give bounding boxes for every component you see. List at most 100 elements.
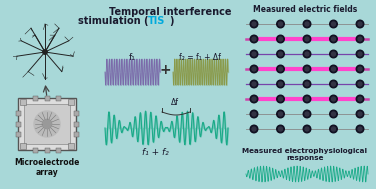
Circle shape: [305, 97, 309, 101]
Circle shape: [305, 37, 309, 41]
Circle shape: [252, 67, 256, 71]
Text: stimulation (: stimulation (: [77, 16, 148, 26]
Circle shape: [252, 82, 256, 86]
Circle shape: [279, 37, 282, 41]
Circle shape: [277, 65, 284, 73]
Circle shape: [277, 95, 284, 103]
Bar: [33, 147, 38, 153]
Circle shape: [356, 80, 364, 88]
Circle shape: [330, 50, 337, 58]
Circle shape: [250, 80, 258, 88]
Circle shape: [358, 97, 362, 101]
Circle shape: [305, 82, 309, 86]
Bar: [56, 147, 61, 153]
Circle shape: [332, 112, 335, 116]
Circle shape: [279, 22, 282, 26]
Circle shape: [277, 20, 284, 28]
Circle shape: [332, 22, 335, 26]
Bar: [68, 99, 74, 105]
Circle shape: [356, 95, 364, 103]
Circle shape: [356, 110, 364, 118]
Circle shape: [330, 35, 337, 43]
Text: +: +: [159, 63, 171, 77]
Circle shape: [305, 22, 309, 26]
Text: f₂ = f₁ + Δf: f₂ = f₁ + Δf: [179, 53, 221, 62]
Circle shape: [303, 80, 311, 88]
Circle shape: [252, 52, 256, 56]
Circle shape: [330, 20, 337, 28]
Circle shape: [332, 37, 335, 41]
Circle shape: [42, 119, 52, 129]
Circle shape: [330, 110, 337, 118]
Bar: [56, 95, 61, 101]
Circle shape: [252, 127, 256, 131]
Circle shape: [358, 67, 362, 71]
Text: Temporal interference: Temporal interference: [109, 7, 231, 17]
Circle shape: [303, 95, 311, 103]
Bar: [44, 147, 50, 153]
Circle shape: [277, 110, 284, 118]
Circle shape: [332, 97, 335, 101]
Circle shape: [252, 37, 256, 41]
Circle shape: [279, 52, 282, 56]
Bar: [24, 104, 70, 144]
Circle shape: [250, 110, 258, 118]
Circle shape: [250, 50, 258, 58]
Circle shape: [330, 80, 337, 88]
Circle shape: [305, 52, 309, 56]
Bar: [33, 95, 38, 101]
Circle shape: [358, 112, 362, 116]
Circle shape: [356, 65, 364, 73]
Bar: [44, 95, 50, 101]
Circle shape: [250, 35, 258, 43]
Circle shape: [332, 67, 335, 71]
Circle shape: [277, 125, 284, 133]
Circle shape: [303, 20, 311, 28]
Circle shape: [356, 20, 364, 28]
Circle shape: [303, 125, 311, 133]
Circle shape: [358, 22, 362, 26]
Circle shape: [358, 82, 362, 86]
Circle shape: [250, 65, 258, 73]
Circle shape: [305, 127, 309, 131]
Text: Δf: Δf: [171, 98, 179, 107]
Text: Measured electric fields: Measured electric fields: [253, 5, 357, 14]
Circle shape: [34, 111, 60, 137]
Circle shape: [332, 82, 335, 86]
Bar: [20, 143, 26, 149]
Circle shape: [279, 112, 282, 116]
Text: f₁ + f₂: f₁ + f₂: [142, 148, 168, 157]
Circle shape: [252, 22, 256, 26]
Bar: [15, 122, 21, 126]
Circle shape: [279, 67, 282, 71]
Circle shape: [332, 52, 335, 56]
Circle shape: [252, 112, 256, 116]
Circle shape: [356, 35, 364, 43]
Circle shape: [277, 80, 284, 88]
Circle shape: [277, 50, 284, 58]
Circle shape: [279, 82, 282, 86]
Text: Microelectrode
array: Microelectrode array: [14, 158, 80, 177]
Text: TIS: TIS: [148, 16, 165, 26]
Bar: [15, 111, 21, 116]
Circle shape: [250, 20, 258, 28]
Circle shape: [358, 52, 362, 56]
Circle shape: [303, 110, 311, 118]
Circle shape: [250, 125, 258, 133]
Circle shape: [277, 35, 284, 43]
Text: Measured electrophysiological
response: Measured electrophysiological response: [243, 148, 367, 161]
Text: ): ): [169, 16, 173, 26]
Circle shape: [279, 97, 282, 101]
Circle shape: [250, 95, 258, 103]
Circle shape: [358, 37, 362, 41]
Circle shape: [305, 67, 309, 71]
Circle shape: [330, 65, 337, 73]
Circle shape: [332, 127, 335, 131]
Bar: [73, 122, 79, 126]
Circle shape: [252, 97, 256, 101]
Circle shape: [356, 50, 364, 58]
Circle shape: [330, 125, 337, 133]
Bar: [68, 143, 74, 149]
Bar: [73, 111, 79, 116]
Circle shape: [279, 127, 282, 131]
